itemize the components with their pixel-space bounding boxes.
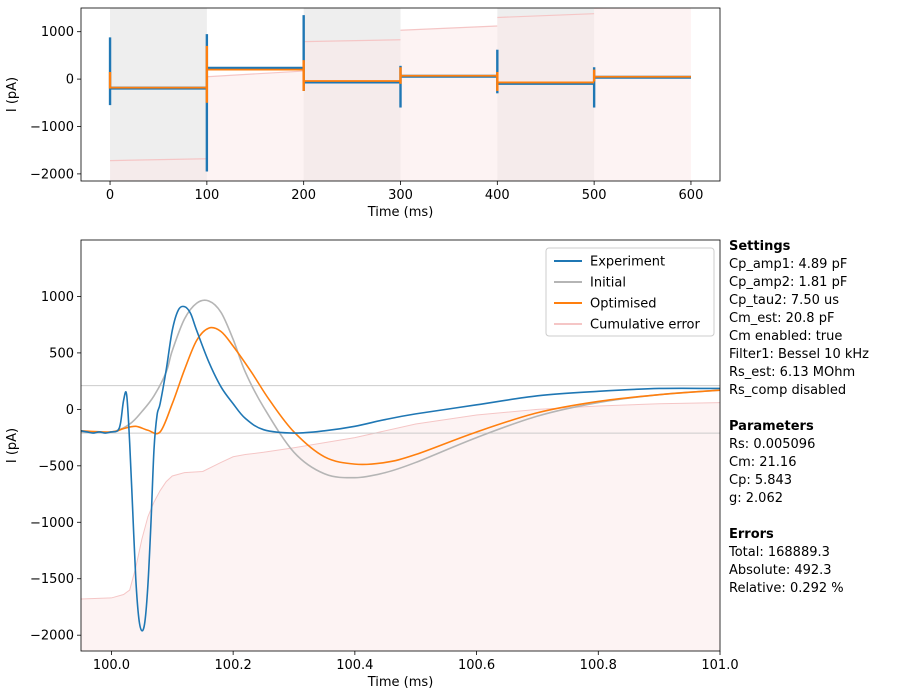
top-plot-area	[108, 8, 691, 181]
x-tick-label: 500	[582, 188, 607, 203]
settings-line: Cm_est: 20.8 pF	[729, 311, 835, 326]
x-tick-label: 200	[291, 188, 316, 203]
y-tick-label: 1000	[41, 25, 74, 40]
cumulative-error-line	[303, 39, 401, 43]
legend-entry-label: Experiment	[590, 255, 665, 270]
y-tick-label: −1500	[30, 572, 74, 587]
x-tick-label: 100.8	[580, 658, 617, 673]
x-tick-label: 100.0	[93, 658, 130, 673]
x-tick-label: 600	[679, 188, 704, 203]
errors-line: Relative: 0.292 %	[729, 581, 844, 596]
x-tick-label: 0	[106, 188, 114, 203]
settings-line: Rs_est: 6.13 MOhm	[729, 365, 856, 380]
y-tick-label: 0	[66, 403, 74, 418]
initial-line	[81, 299, 720, 479]
y-tick-label: −500	[38, 459, 74, 474]
cumulative-error-fill	[594, 8, 691, 181]
parameters-heading: Parameters	[729, 419, 814, 434]
shaded-band	[110, 8, 207, 181]
x-axis-label: Time (ms)	[367, 675, 434, 690]
y-tick-label: −2000	[30, 629, 74, 644]
x-tick-label: 101.0	[701, 658, 738, 673]
y-axis-label: I (pA)	[5, 428, 20, 463]
experiment-line	[81, 305, 720, 632]
y-tick-label: 500	[49, 346, 74, 361]
settings-line: Cm enabled: true	[729, 329, 843, 344]
cumulative-error-fill	[110, 158, 207, 181]
y-tick-label: −1000	[30, 516, 74, 531]
optimised-line	[81, 326, 720, 466]
parameters-line: g: 2.062	[729, 491, 783, 506]
parameters-line: Cp: 5.843	[729, 473, 793, 488]
x-axis-label: Time (ms)	[367, 205, 434, 220]
cumulative-error-fill	[400, 26, 498, 181]
x-tick-label: 400	[485, 188, 510, 203]
plot-frame	[80, 239, 721, 652]
x-tick-label: 300	[388, 188, 413, 203]
y-tick-label: 1000	[41, 290, 74, 305]
cumulative-error-fill	[497, 13, 595, 181]
settings-heading: Settings	[729, 239, 791, 254]
cumulative-error-line	[206, 70, 304, 78]
legend-entry-label: Initial	[590, 276, 626, 291]
errors-line: Total: 168889.3	[729, 545, 830, 560]
cumulative-error-fill	[303, 39, 401, 181]
cumulative-error-line	[400, 25, 498, 31]
cumulative-error-line	[110, 158, 207, 162]
plot-frame	[80, 7, 721, 182]
x-tick-label: 100	[194, 188, 219, 203]
parameters-line: Rs: 0.005096	[729, 437, 816, 452]
bottom-plot-area	[81, 299, 720, 651]
legend-entry-label: Optimised	[590, 297, 657, 312]
errors-line: Absolute: 492.3	[729, 563, 832, 578]
errors-heading: Errors	[729, 527, 774, 542]
y-tick-label: −1000	[30, 120, 74, 135]
x-tick-label: 100.2	[215, 658, 252, 673]
x-tick-label: 100.6	[458, 658, 495, 673]
settings-line: Filter1: Bessel 10 kHz	[729, 347, 869, 362]
settings-line: Cp_amp2: 1.81 pF	[729, 275, 848, 290]
y-axis-label: I (pA)	[5, 77, 20, 112]
settings-line: Rs_comp disabled	[729, 383, 847, 398]
y-tick-label: 0	[66, 73, 74, 88]
cumulative-error-fill	[206, 71, 304, 181]
settings-line: Cp_tau2: 7.50 us	[729, 293, 840, 308]
y-tick-label: −2000	[30, 167, 74, 182]
legend-box	[545, 247, 715, 337]
cumulative-error-fill	[81, 402, 720, 651]
legend-entry-label: Cumulative error	[590, 318, 700, 333]
parameters-line: Cm: 21.16	[729, 455, 797, 470]
cumulative-error-line	[497, 13, 595, 19]
info-panel: Settings Cp_amp1: 4.89 pF Cp_amp2: 1.81 …	[729, 238, 869, 598]
settings-line: Cp_amp1: 4.89 pF	[729, 257, 848, 272]
x-tick-label: 100.4	[336, 658, 373, 673]
